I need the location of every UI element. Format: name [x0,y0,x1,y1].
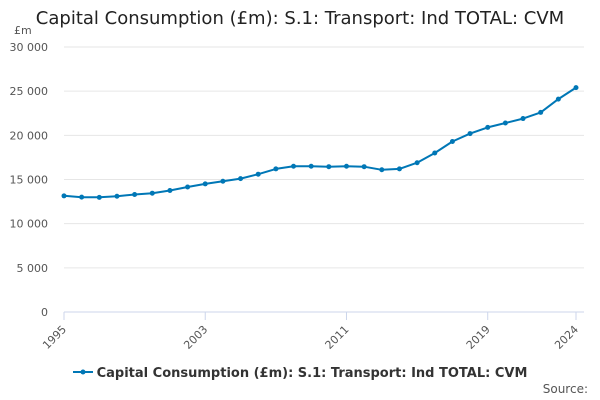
data-point [238,176,244,182]
y-axis-label: £m [14,24,32,37]
x-tick-label: 2019 [464,323,493,352]
series-line [63,86,577,199]
y-tick-label: 25 000 [10,85,49,98]
y-tick-label: 30 000 [10,41,49,54]
data-point [220,178,226,184]
chart-title: Capital Consumption (£m): S.1: Transport… [35,8,565,29]
data-point [449,139,455,145]
data-point [538,109,544,115]
data-point [379,167,385,173]
y-tick-label: 10 000 [10,218,49,231]
x-tick-label: 2003 [181,323,210,352]
legend[interactable]: Capital Consumption (£m): S.1: Transport… [0,366,600,381]
data-point [432,150,438,156]
y-tick-label: 5 000 [17,262,49,275]
data-point [202,181,208,187]
data-point [361,164,367,170]
data-point [132,192,138,198]
data-point [520,116,526,122]
data-point [273,166,279,172]
grid-lines [64,46,584,269]
data-point [114,193,120,199]
source-link[interactable]: Source: [542,382,588,396]
data-point [291,163,297,169]
y-tick-label: 0 [41,306,48,319]
series-layer [61,85,579,200]
data-point [308,163,314,169]
y-tick-label: 15 000 [10,174,49,187]
data-point [467,131,473,137]
legend-swatch-icon [72,369,93,374]
data-point [573,85,579,91]
data-point [185,184,191,190]
x-tick-label: 2011 [323,323,352,352]
data-point [555,96,561,102]
x-tick-label: 2024 [552,323,581,352]
data-point [326,164,332,170]
data-point [61,193,67,199]
legend-label: Capital Consumption (£m): S.1: Transport… [96,366,528,381]
x-tick-label: 1995 [40,323,69,352]
data-point [396,166,402,172]
data-point [502,120,508,126]
x-axis-ticks: 1995 2003 2011 2019 2024 [40,312,581,352]
data-point [96,194,102,200]
data-point [255,171,261,177]
data-point [79,194,85,200]
data-point [167,188,173,194]
data-point [485,124,491,130]
y-axis-ticks: 0 5 000 10 000 15 000 20 000 25 000 30 000 [10,41,49,319]
data-point [149,190,155,196]
y-tick-label: 20 000 [10,129,49,142]
data-point [414,160,420,166]
data-point [343,163,349,169]
